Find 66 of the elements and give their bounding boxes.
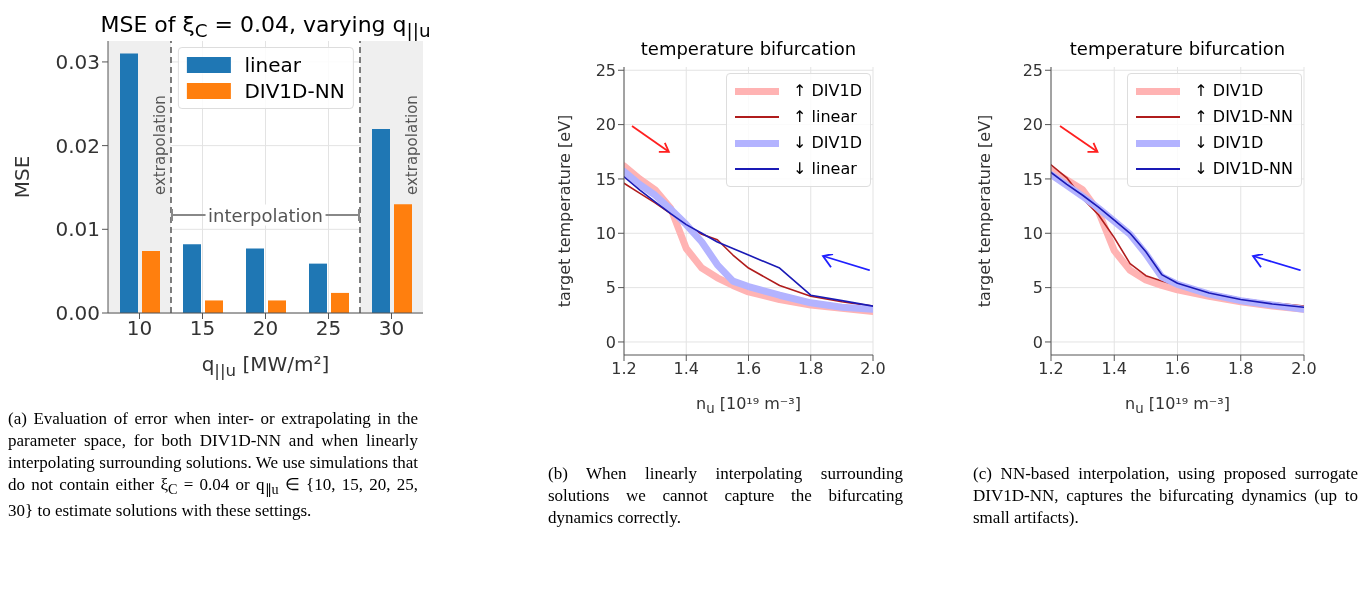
y-axis-title: MSE xyxy=(10,155,34,199)
chart-title: temperature bifurcation xyxy=(639,38,858,59)
legend-label: ↑ DIV1D xyxy=(1194,80,1264,102)
band-label: extrapolation xyxy=(151,95,169,195)
y-axis-title: target temperature [eV] xyxy=(555,114,574,308)
y-tick-label: 20 xyxy=(1022,115,1043,135)
legend-label: ↑ DIV1D xyxy=(793,80,862,102)
legend-label: ↓ DIV1D xyxy=(793,132,862,154)
x-tick-label: 25 xyxy=(315,316,342,341)
text: (c) NN-based interpolation, using proposed surrogate DIV1D-NN, captures the bifurcating dynamics (up to small artifacts). xyxy=(973,463,1358,529)
x-tick-label: 2.0 xyxy=(860,359,886,379)
band-label: extrapolation xyxy=(403,95,421,195)
y-tick-label: 15 xyxy=(1022,169,1043,189)
bar xyxy=(309,263,327,313)
bar xyxy=(394,204,412,313)
y-tick-label: 0.01 xyxy=(55,217,100,242)
bar xyxy=(142,251,160,313)
bar xyxy=(246,248,264,313)
legend-label: ↑ linear xyxy=(793,106,857,128)
x-tick-label: 1.4 xyxy=(1101,359,1127,379)
x-tick-label: 1.6 xyxy=(735,359,762,379)
y-tick-label: 5 xyxy=(1032,278,1043,298)
text: (a) Evaluation of error when inter- or extrapolating in the parameter space, for both DIV1D-NN and when linearly interpolating surrounding solutions. We use simulations that do not contain either ξ$_{C}$ = 0.04 or q$_{∥u}$ ∈ {10, 15, 20, 25, 30} to estimate solutions with these settings. xyxy=(8,409,418,521)
x-tick-label: 2.0 xyxy=(1291,359,1317,379)
x-tick-label: 1.2 xyxy=(1038,359,1064,379)
legend-label: DIV1D-NN xyxy=(244,78,345,104)
chart-title: MSE of ξ$_{C}$ = 0.04, varying q$_{||u}$ xyxy=(99,12,432,42)
bar xyxy=(205,300,223,313)
annotation: interpolation xyxy=(205,204,326,226)
x-tick-label: 20 xyxy=(252,316,279,341)
y-tick-label: 0.00 xyxy=(55,301,100,326)
x-tick-label: 10 xyxy=(126,316,153,341)
y-tick-label: 0 xyxy=(605,332,616,352)
y-tick-label: 20 xyxy=(595,115,616,135)
y-tick-label: 25 xyxy=(1022,60,1043,80)
x-tick-label: 1.2 xyxy=(611,359,637,379)
chart-title: temperature bifurcation xyxy=(1068,38,1287,59)
y-axis-title: target temperature [eV] xyxy=(975,114,994,308)
text: (b) When linearly interpolating surrounding solutions we cannot capture the bifurcating dynamics correctly. xyxy=(548,463,903,529)
x-tick-label: 1.6 xyxy=(1164,359,1191,379)
x-axis-title: n$_{u}$ [10¹⁹ m⁻³] xyxy=(695,394,802,417)
y-tick-label: 0 xyxy=(1032,332,1043,352)
legend-label: ↑ DIV1D-NN xyxy=(1194,106,1293,128)
bar xyxy=(331,292,349,313)
bar xyxy=(120,53,138,313)
y-tick-label: 10 xyxy=(1022,223,1043,243)
x-axis-title: n$_{u}$ [10¹⁹ m⁻³] xyxy=(1124,394,1231,417)
x-tick-label: 1.8 xyxy=(1228,359,1254,379)
y-tick-label: 5 xyxy=(605,278,616,298)
legend-label: ↓ DIV1D xyxy=(1194,132,1264,154)
y-tick-label: 10 xyxy=(595,223,616,243)
x-tick-label: 30 xyxy=(378,316,405,341)
legend-label: ↓ DIV1D-NN xyxy=(1194,158,1293,180)
bar xyxy=(268,300,286,313)
bar xyxy=(183,244,201,313)
y-tick-label: 25 xyxy=(595,60,616,80)
x-tick-label: 15 xyxy=(189,316,216,341)
legend-label: ↓ linear xyxy=(793,158,857,180)
y-tick-label: 0.02 xyxy=(55,133,100,158)
y-tick-label: 15 xyxy=(595,169,616,189)
x-tick-label: 1.8 xyxy=(798,359,824,379)
bar xyxy=(372,128,390,313)
x-axis-title: q$_{||u}$ [MW/m²] xyxy=(200,352,331,380)
x-tick-label: 1.4 xyxy=(673,359,699,379)
y-tick-label: 0.03 xyxy=(55,50,100,75)
legend-label: linear xyxy=(244,52,301,78)
